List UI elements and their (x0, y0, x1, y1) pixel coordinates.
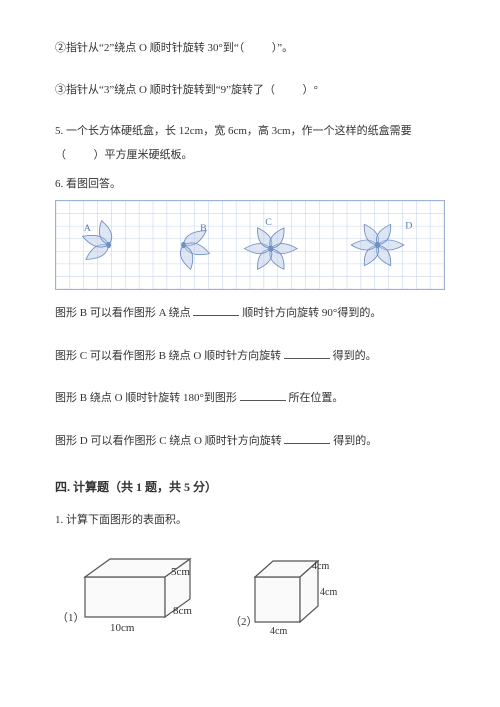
grid-svg: A B C D (56, 201, 444, 289)
q6-s1-b: 顺时针方向旋转 90°得到的。 (242, 307, 381, 319)
q6-s4-b: 得到的。 (333, 435, 377, 447)
q5-line1: 5. 一个长方体硬纸盒，长 12cm，宽 6cm，高 3cm，作一个这样的纸盒需… (55, 123, 445, 141)
svg-text:D: D (405, 222, 412, 232)
figure-1-num: （1） (57, 611, 85, 624)
svg-text:B: B (200, 224, 207, 234)
q6-s3-a: 图形 B 绕点 O 顺时针旋转 180°到图形 (55, 392, 237, 404)
q3-blank (278, 84, 300, 96)
svg-text:A: A (84, 224, 91, 234)
q2-blank (247, 42, 269, 54)
figure-2-wrap: 4cm 4cm 4cm （2） (230, 547, 345, 644)
calc-figures: 5cm 8cm 10cm （1） 4cm 4cm 4cm （2） (55, 547, 445, 644)
cuboid-l-label: 10cm (110, 622, 135, 634)
question-2: ②指针从“2”绕点 O 顺时针旋转 30°到“（ ）”。 (55, 40, 445, 58)
cube-b-label: 4cm (320, 587, 337, 598)
section-4-heading: 四. 计算题（共 1 题，共 5 分） (55, 478, 445, 497)
cube-a-label: 4cm (312, 561, 329, 572)
svg-text:C: C (265, 218, 272, 228)
q2-text-b: ）”。 (272, 42, 293, 54)
q5-line2-a: （ (55, 149, 66, 161)
cube-figure: 4cm 4cm 4cm （2） (230, 547, 345, 637)
q6-stmt-4: 图形 D 可以看作图形 C 绕点 O 顺时针方向旋转 得到的。 (55, 432, 445, 451)
q5-line2-b: ）平方厘米硬纸板。 (94, 149, 193, 161)
q6-s1-blank (193, 304, 239, 316)
q6-s2-blank (284, 347, 330, 359)
q3-text-a: ③指针从“3”绕点 O 顺时针旋转到“9”旋转了（ (55, 84, 275, 96)
q6-s3-b: 所在位置。 (288, 392, 343, 404)
cuboid-w-label: 8cm (173, 605, 192, 617)
q3-text-b: ）° (302, 84, 317, 96)
q6-s3-blank (240, 389, 286, 401)
question-5: 5. 一个长方体硬纸盒，长 12cm，宽 6cm，高 3cm，作一个这样的纸盒需… (55, 123, 445, 164)
q6-stmt-1: 图形 B 可以看作图形 A 绕点 顺时针方向旋转 90°得到的。 (55, 304, 445, 323)
q6-s2-b: 得到的。 (333, 350, 377, 362)
q2-text-a: ②指针从“2”绕点 O 顺时针旋转 30°到“（ (55, 42, 244, 54)
figure-1-wrap: 5cm 8cm 10cm （1） (55, 547, 210, 644)
q5-line2: （ ）平方厘米硬纸板。 (55, 147, 445, 165)
q6-s4-blank (284, 432, 330, 444)
q6-title: 6. 看图回答。 (55, 176, 445, 194)
figure-2-num: （2） (230, 615, 258, 628)
q6-stmt-3: 图形 B 绕点 O 顺时针旋转 180°到图形 所在位置。 (55, 389, 445, 408)
cuboid-h-label: 5cm (171, 566, 190, 578)
cuboid-figure: 5cm 8cm 10cm （1） (55, 547, 210, 637)
question-3: ③指针从“3”绕点 O 顺时针旋转到“9”旋转了（ ）° (55, 82, 445, 100)
section-4-q1: 1. 计算下面图形的表面积。 (55, 512, 445, 530)
q6-s1-a: 图形 B 可以看作图形 A 绕点 (55, 307, 191, 319)
q6-s4-a: 图形 D 可以看作图形 C 绕点 O 顺时针方向旋转 (55, 435, 282, 447)
q5-blank (69, 149, 91, 161)
q6-grid-figure: A B C D (55, 200, 445, 290)
q6-s2-a: 图形 C 可以看作图形 B 绕点 O 顺时针方向旋转 (55, 350, 281, 362)
cube-c-label: 4cm (270, 626, 287, 637)
q6-stmt-2: 图形 C 可以看作图形 B 绕点 O 顺时针方向旋转 得到的。 (55, 347, 445, 366)
